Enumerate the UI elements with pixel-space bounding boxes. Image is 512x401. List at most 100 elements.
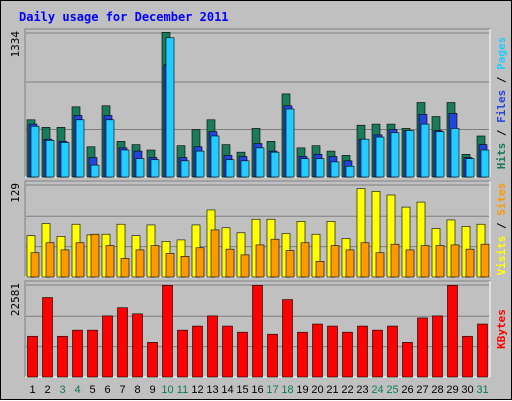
bar-kbytes-day-24	[372, 329, 383, 378]
bar-kbytes-day-6	[102, 315, 113, 378]
bar-sites-day-12	[195, 247, 205, 278]
bar-sites-day-19	[300, 242, 310, 278]
panel-kbytes: 22581 KBytes	[9, 280, 508, 378]
bar-kbytes-day-30	[462, 335, 473, 378]
y-max-label: 129	[9, 183, 22, 203]
legend-part: /	[495, 70, 508, 90]
day-label-3: 3	[59, 384, 65, 396]
day-label-30: 30	[461, 384, 473, 396]
bar-kbytes-day-20	[312, 323, 323, 378]
legend-part: Visits	[495, 236, 508, 276]
bar-kbytes-day-3	[57, 335, 68, 378]
bar-sites-day-13	[210, 229, 220, 278]
day-label-21: 21	[326, 384, 338, 396]
bar-pages-day-29	[450, 128, 460, 178]
bar-kbytes-day-15	[237, 331, 248, 378]
bar-pages-day-27	[420, 123, 430, 178]
bar-pages-day-21	[330, 161, 340, 178]
bar-pages-day-12	[195, 150, 205, 178]
bar-pages-day-18	[285, 108, 295, 178]
day-label-20: 20	[311, 384, 323, 396]
bar-sites-day-30	[465, 248, 475, 278]
bar-sites-day-10	[165, 253, 175, 278]
bar-pages-day-1	[30, 125, 40, 178]
day-label-18: 18	[281, 384, 293, 396]
bar-sites-day-8	[135, 249, 145, 278]
bar-pages-day-4	[75, 119, 85, 178]
bar-pages-day-6	[105, 119, 115, 178]
bar-pages-day-15	[240, 160, 250, 178]
bar-kbytes-day-9	[147, 342, 158, 378]
bar-pages-day-25	[390, 132, 400, 178]
bar-kbytes-day-5	[87, 329, 98, 378]
legend-part: Sites	[495, 183, 508, 216]
day-label-1: 1	[29, 384, 35, 396]
bar-sites-day-1	[30, 252, 40, 278]
bar-pages-day-20	[315, 158, 325, 178]
bar-sites-day-21	[330, 245, 340, 278]
bar-sites-day-29	[450, 244, 460, 278]
bar-pages-day-11	[180, 160, 190, 178]
bar-pages-day-16	[255, 147, 265, 178]
bar-pages-day-28	[435, 131, 445, 178]
day-label-11: 11	[177, 384, 188, 396]
day-label-23: 23	[356, 384, 368, 396]
day-label-26: 26	[401, 384, 413, 396]
bar-kbytes-day-31	[477, 323, 488, 378]
bar-kbytes-day-1	[27, 335, 38, 378]
day-label-5: 5	[89, 384, 95, 396]
bar-kbytes-day-28	[432, 315, 443, 378]
day-label-10: 10	[161, 384, 173, 396]
bar-sites-day-28	[435, 245, 445, 278]
day-label-9: 9	[149, 384, 155, 396]
bar-kbytes-day-7	[117, 307, 128, 378]
panel-visits-sites: 129 Visits / Sites	[9, 180, 508, 278]
legend-part: KBytes	[495, 309, 508, 349]
bar-sites-day-31	[480, 243, 490, 278]
day-label-7: 7	[119, 384, 125, 396]
bar-sites-day-11	[180, 256, 190, 278]
bar-sites-day-20	[315, 261, 325, 278]
bar-pages-day-2	[45, 139, 55, 178]
legend-part: Files	[495, 90, 508, 123]
bar-kbytes-day-21	[327, 325, 338, 378]
bar-kbytes-day-2	[42, 297, 53, 378]
y-max-label: 22581	[9, 283, 22, 316]
bar-sites-day-6	[105, 245, 115, 278]
bar-kbytes-day-10	[162, 285, 173, 378]
bar-kbytes-day-22	[342, 331, 353, 378]
bar-kbytes-day-26	[402, 342, 413, 378]
series-legend: KBytes	[495, 309, 508, 349]
series-legend: Hits / Files / Pages	[495, 37, 508, 170]
bar-kbytes-day-25	[387, 325, 398, 378]
bar-kbytes-day-18	[282, 299, 293, 378]
bar-sites-day-22	[345, 249, 355, 278]
bar-sites-day-24	[375, 252, 385, 278]
day-label-12: 12	[191, 384, 203, 396]
bar-kbytes-day-14	[222, 325, 233, 378]
bar-sites-day-25	[390, 243, 400, 278]
legend-part: /	[495, 216, 508, 236]
y-max-label: 1334	[9, 31, 22, 58]
bar-sites-day-9	[150, 245, 160, 278]
bar-kbytes-day-16	[252, 285, 263, 378]
bar-sites-day-2	[45, 242, 55, 278]
bar-pages-day-10	[165, 37, 175, 178]
day-label-24: 24	[371, 384, 383, 396]
legend-part: Hits	[495, 143, 508, 170]
bar-sites-day-7	[120, 258, 130, 278]
day-label-14: 14	[221, 384, 233, 396]
bar-sites-day-14	[225, 248, 235, 278]
bar-pages-day-7	[120, 149, 130, 178]
bar-sites-day-23	[360, 242, 370, 278]
bar-kbytes-day-17	[267, 333, 278, 378]
series-legend: Visits / Sites	[495, 183, 508, 276]
bar-kbytes-day-29	[447, 285, 458, 378]
bar-sites-day-18	[285, 250, 295, 278]
bar-pages-day-22	[345, 165, 355, 178]
day-label-31: 31	[476, 384, 488, 396]
chart-title: Daily usage for December 2011	[19, 10, 229, 24]
bar-pages-day-9	[150, 159, 160, 178]
bar-sites-day-4	[75, 242, 85, 278]
